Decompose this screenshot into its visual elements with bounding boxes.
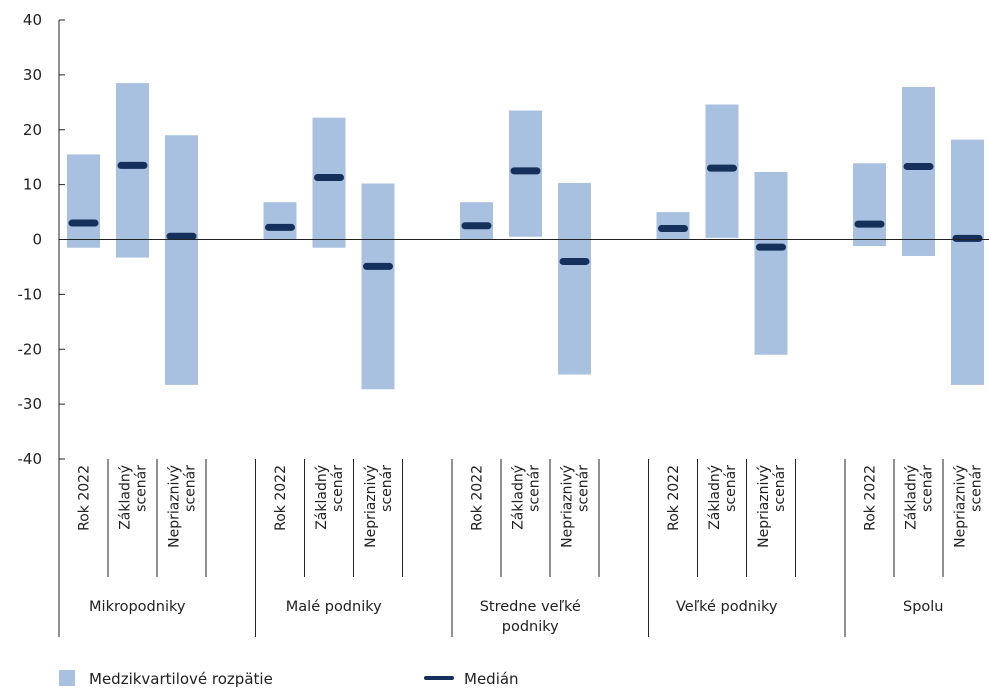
y-tick-label: -40	[18, 450, 43, 468]
y-tick-label: -10	[18, 285, 43, 303]
group-label: podniky	[502, 619, 559, 635]
range-bar	[902, 86, 935, 256]
x-category-label: Nepriaznivý	[756, 465, 772, 548]
range-bar	[853, 163, 886, 247]
range-bars	[67, 83, 984, 390]
x-category-label: Rok 2022	[77, 465, 93, 531]
x-category-label: Nepriaznivý	[363, 465, 379, 548]
x-category-label: scenár	[920, 465, 936, 512]
group-label: Spolu	[903, 599, 944, 615]
y-tick-label: 30	[23, 66, 42, 84]
range-bar	[312, 117, 346, 248]
y-axis: 40 30 20 10 0 -10 -20 -30 -40	[18, 11, 65, 468]
group-label: Malé podniky	[286, 599, 382, 615]
group-label: Mikropodniky	[89, 599, 186, 615]
group-label: Veľké podniky	[676, 599, 778, 615]
range-bar	[754, 172, 788, 355]
x-category-label: Rok 2022	[666, 465, 682, 531]
x-category-label: Nepriaznivý	[953, 465, 969, 548]
range-bar	[263, 202, 297, 240]
range-bar	[67, 154, 100, 248]
legend-range-swatch	[59, 670, 75, 686]
legend-range-label: Medzikvartilové rozpätie	[89, 670, 273, 688]
y-tick-label: 40	[23, 11, 42, 29]
x-category-label: scenár	[379, 465, 395, 512]
x-category-label: scenár	[330, 465, 346, 512]
median-markers	[68, 161, 983, 270]
group-label: Stredne veľké	[480, 599, 581, 615]
x-category-label: Základný	[707, 465, 723, 530]
x-category-label: Základný	[314, 465, 330, 530]
x-category-label: scenár	[527, 465, 543, 512]
y-tick-label: 20	[23, 121, 42, 139]
x-category-label: scenár	[134, 465, 150, 512]
range-bar	[951, 139, 984, 385]
x-category-label: Rok 2022	[470, 465, 486, 531]
range-bar	[558, 182, 591, 375]
range-bar	[116, 83, 149, 258]
legend-median-label: Medián	[464, 670, 519, 688]
x-category-label: Nepriaznivý	[560, 465, 576, 548]
y-tick-label: -20	[18, 340, 43, 358]
range-bar	[361, 183, 395, 390]
range-bar	[460, 202, 493, 240]
x-axis: Rok 2022 Základný scenár Nepriaznivý scenárM…	[58, 459, 985, 637]
x-category-label: scenár	[772, 465, 788, 512]
y-tick-label: 10	[23, 176, 42, 194]
x-category-label: Rok 2022	[273, 465, 289, 531]
y-tick-label: -30	[18, 395, 43, 413]
x-category-label: Nepriaznivý	[167, 465, 183, 548]
x-category-label: Základný	[511, 465, 527, 530]
x-category-label: scenár	[723, 465, 739, 512]
x-category-label: Základný	[904, 465, 920, 530]
x-category-label: Základný	[118, 465, 134, 530]
range-bar	[165, 135, 198, 385]
x-category-label: scenár	[576, 465, 592, 512]
x-category-label: Rok 2022	[863, 465, 879, 531]
legend: Medzikvartilové rozpätie Medián	[59, 670, 519, 688]
x-category-label: scenár	[969, 465, 985, 512]
x-category-label: scenár	[183, 465, 199, 512]
y-tick-label: 0	[32, 231, 42, 249]
